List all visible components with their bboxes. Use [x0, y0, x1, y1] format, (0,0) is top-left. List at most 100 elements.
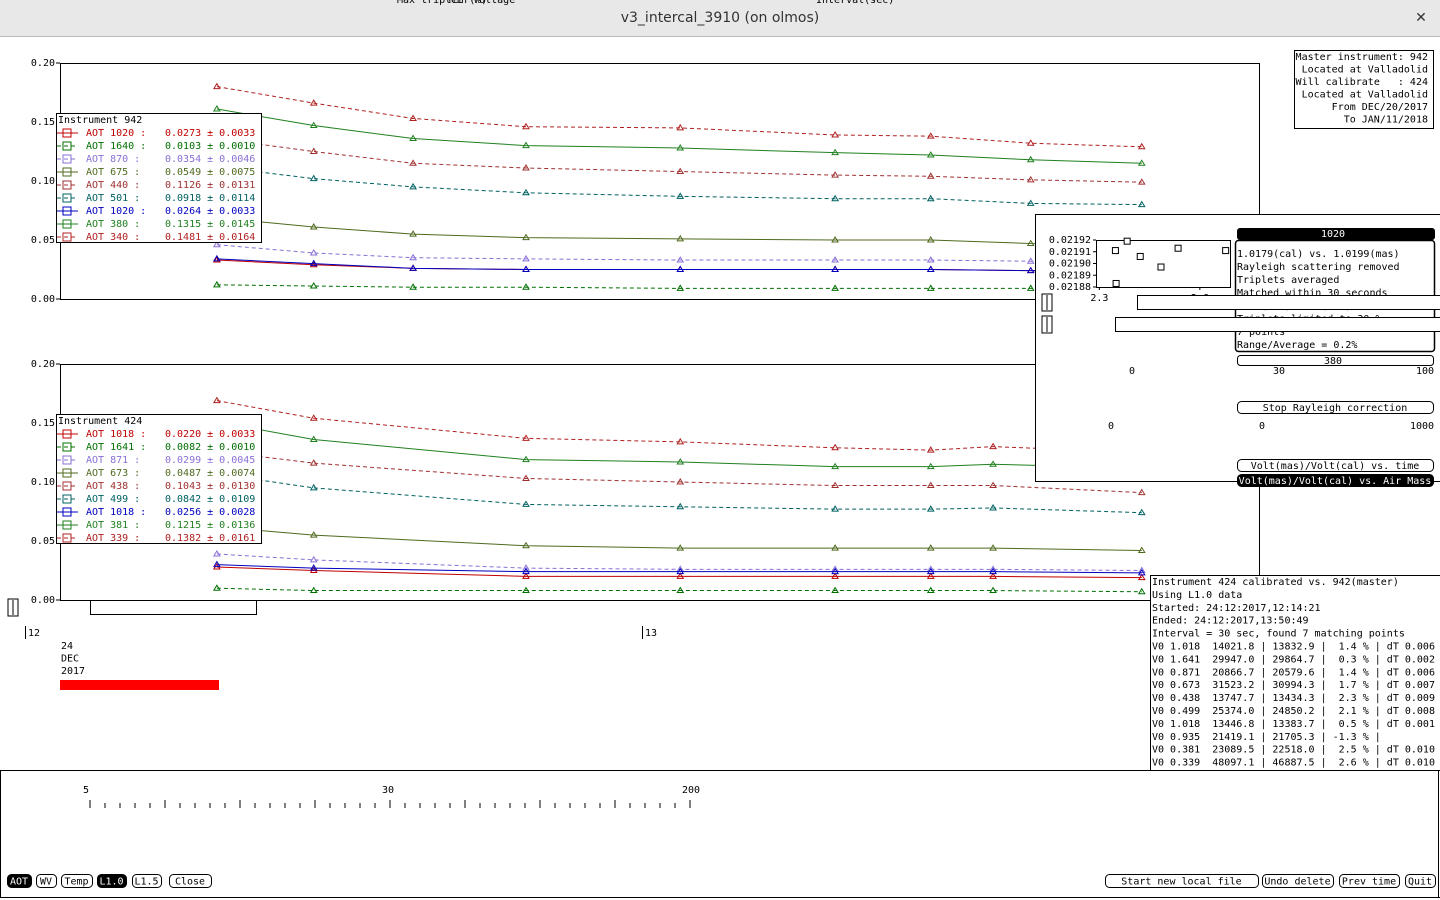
- point-marker: [989, 572, 997, 579]
- point-marker: [522, 541, 530, 549]
- legend-swatch: [62, 141, 72, 151]
- slider-track[interactable]: [1115, 317, 1440, 332]
- point-marker: [1137, 200, 1146, 208]
- panel-header: 1020: [1321, 229, 1345, 240]
- button[interactable]: [97, 874, 127, 888]
- legend-swatch: [62, 180, 72, 190]
- legend-swatch: [62, 533, 72, 543]
- legend-stat: 0.0264 ± 0.0033: [165, 206, 255, 217]
- button[interactable]: [36, 874, 57, 888]
- point-marker: [831, 148, 840, 156]
- point-marker: [676, 502, 685, 510]
- button-label: Volt(mas)/Volt(cal) vs. time: [1251, 461, 1420, 472]
- point-marker: [1026, 175, 1035, 183]
- master-line: To JAN/11/2018: [1344, 115, 1428, 126]
- panel-line: Matched within 30 seconds: [1237, 288, 1388, 299]
- button[interactable]: [7, 874, 32, 888]
- slider-scale: 0: [1259, 421, 1265, 432]
- legend-box: [56, 414, 262, 544]
- legend-name: AOT 438 :: [86, 481, 140, 492]
- date-label: 2017: [61, 666, 85, 677]
- point-marker: [1026, 155, 1035, 163]
- legend-name: AOT 1020 :: [86, 128, 146, 139]
- point-marker: [522, 233, 530, 241]
- point-marker: [926, 446, 935, 453]
- x-tick-label: 2.3: [1090, 293, 1108, 304]
- series-line: [216, 526, 1142, 551]
- button[interactable]: [1237, 401, 1434, 414]
- point-marker: [1026, 239, 1035, 247]
- point-marker: [676, 123, 685, 131]
- point-marker: [1137, 508, 1146, 516]
- close-window[interactable]: ✕: [1415, 10, 1427, 26]
- point-marker: [676, 167, 685, 175]
- y-tick-label: 0.02189: [1049, 270, 1091, 281]
- slider-track[interactable]: [1137, 295, 1440, 310]
- series-line: [216, 86, 1142, 148]
- slider-label: Max triplet (%): [397, 0, 487, 6]
- point-marker: [309, 147, 318, 154]
- point-marker: [522, 455, 530, 463]
- point-marker: [926, 544, 935, 551]
- point-marker: [926, 172, 935, 179]
- button[interactable]: [1405, 874, 1436, 888]
- master-line: From DEC/20/2017: [1332, 102, 1428, 113]
- legend-swatch: [62, 507, 72, 517]
- master-box: [1294, 50, 1434, 129]
- behind-label: 380: [1324, 356, 1342, 367]
- info-line: V0 0.673 31523.2 | 30994.3 | 1.7 % | dT …: [1152, 680, 1435, 691]
- point-marker: [522, 188, 530, 196]
- legend-name: AOT 380 :: [86, 219, 140, 230]
- button[interactable]: [61, 874, 93, 888]
- y-tick-label: 0.20: [31, 58, 55, 69]
- point-marker: [309, 555, 318, 563]
- point-marker: [309, 564, 318, 571]
- button-label: Stop Rayleigh correction: [1263, 403, 1408, 414]
- point-marker: [409, 182, 417, 190]
- point-marker: [831, 443, 840, 451]
- point-marker: [676, 586, 685, 594]
- legend-stat: 0.0842 ± 0.0109: [165, 494, 255, 505]
- legend-title: Instrument 942: [58, 115, 142, 126]
- button[interactable]: [1237, 459, 1434, 472]
- panel-line: Triplets averaged: [1237, 275, 1339, 286]
- info-line: V0 0.339 48097.1 | 46887.5 | 2.6 % | dT …: [1152, 758, 1435, 769]
- point-marker: [926, 256, 935, 263]
- point-marker: [1137, 159, 1146, 166]
- point-marker: [409, 159, 417, 166]
- button[interactable]: [1339, 874, 1400, 888]
- button[interactable]: [169, 874, 212, 888]
- legend-name: AOT 1018 :: [86, 429, 146, 440]
- info-line: V0 0.935 21419.1 | 21705.3 | -1.3 % |: [1152, 732, 1381, 743]
- slider-scale: 30: [382, 785, 394, 796]
- point-marker: [676, 437, 685, 445]
- legend-swatch: [62, 128, 72, 138]
- point-marker: [676, 234, 685, 242]
- button[interactable]: [1237, 474, 1434, 487]
- scatter-point: [1174, 244, 1182, 252]
- y-tick-label: 0.10: [31, 477, 55, 488]
- button[interactable]: [1262, 874, 1334, 888]
- button[interactable]: [1105, 874, 1259, 888]
- series-line: [216, 566, 1142, 579]
- scatter-point: [1136, 252, 1144, 260]
- x-tick-label: 13: [645, 628, 657, 639]
- button[interactable]: [132, 874, 162, 888]
- point-marker: [989, 481, 997, 489]
- legend-swatch: [62, 206, 72, 216]
- legend-stat: 0.0487 ± 0.0074: [165, 468, 255, 479]
- info-box: [1150, 575, 1440, 771]
- info-line: V0 1.018 14021.8 | 13832.9 | 1.4 % | dT …: [1152, 642, 1435, 653]
- legend-name: AOT 871 :: [86, 455, 140, 466]
- legend-stat: 0.0918 ± 0.0114: [165, 193, 255, 204]
- legend-stat: 0.1126 ± 0.0131: [165, 180, 255, 191]
- legend-stat: 0.0354 ± 0.0046: [165, 154, 255, 165]
- point-marker: [309, 586, 318, 594]
- legend-swatch: [62, 520, 72, 530]
- legend-name: AOT 381 :: [86, 520, 140, 531]
- point-marker: [522, 122, 530, 130]
- slider-track[interactable]: [90, 600, 257, 615]
- scatter-point: [1112, 279, 1120, 287]
- point-marker: [522, 567, 530, 575]
- y-tick-label: 0.00: [31, 294, 55, 305]
